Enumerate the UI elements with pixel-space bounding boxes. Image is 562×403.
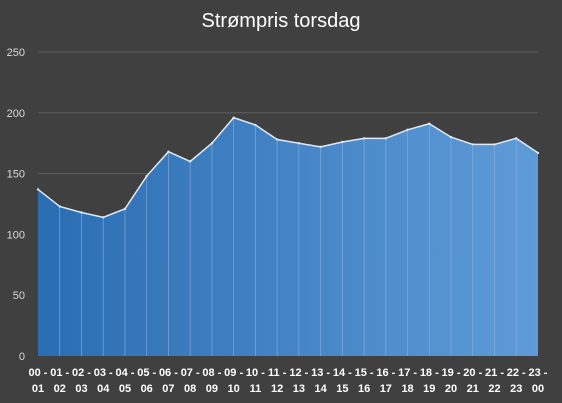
y-axis: 0 50 100 150 200 250	[7, 47, 25, 363]
data-point	[188, 160, 192, 163]
data-point	[58, 205, 61, 208]
data-point	[254, 123, 257, 127]
x-tick-label: 22 -23	[507, 367, 526, 395]
data-point	[145, 174, 148, 178]
x-tick-label: 19 -20	[442, 367, 461, 395]
data-point	[362, 137, 366, 140]
x-tick-label: 00 -01	[29, 367, 48, 395]
data-point	[515, 137, 518, 140]
y-tick-label: 0	[19, 351, 25, 363]
data-point	[493, 143, 496, 146]
data-point	[428, 122, 431, 125]
x-tick-label: 04 -05	[115, 367, 134, 395]
x-tick-label: 07 -08	[181, 367, 200, 395]
data-point	[297, 142, 301, 145]
x-tick-label: 01 -02	[50, 367, 69, 395]
x-tick-label: 20 -21	[463, 367, 482, 395]
x-tick-label: 03 -04	[94, 367, 113, 395]
series-line	[37, 116, 539, 219]
data-point	[319, 145, 322, 149]
data-point	[123, 207, 127, 211]
y-tick-label: 50	[13, 290, 25, 302]
data-point	[536, 151, 540, 155]
x-tick-label: 16 -17	[376, 367, 395, 395]
y-tick-label: 150	[7, 169, 25, 181]
y-tick-label: 100	[7, 229, 25, 241]
data-point	[210, 142, 214, 145]
data-point	[471, 143, 474, 146]
data-point	[406, 128, 409, 132]
x-tick-label: 02 -03	[72, 367, 91, 395]
data-point	[275, 138, 279, 141]
data-point	[384, 137, 388, 140]
data-point	[102, 216, 105, 219]
x-tick-label: 10 -11	[246, 367, 265, 395]
data-point	[449, 135, 453, 139]
chart-title: Strømpris torsdag	[201, 10, 361, 32]
x-tick-label: 11 -12	[268, 367, 287, 395]
x-tick-label: 23 -00	[529, 367, 548, 395]
x-tick-label: 09 -10	[224, 367, 243, 395]
data-point	[36, 188, 40, 191]
x-tick-label: 06 -07	[159, 367, 178, 395]
data-point	[80, 211, 83, 214]
x-tick-label: 13 -14	[311, 367, 330, 395]
series-area-fill	[38, 117, 538, 356]
x-tick-label: 08 -09	[202, 367, 221, 395]
x-tick-label: 18 -19	[420, 367, 439, 395]
x-tick-label: 15 -16	[355, 367, 374, 395]
x-tick-label: 12 -13	[289, 367, 308, 395]
x-tick-label: 21 -22	[485, 367, 504, 395]
y-tick-label: 200	[7, 108, 25, 120]
data-point	[232, 116, 235, 119]
data-point	[167, 150, 170, 153]
y-tick-label: 250	[7, 47, 25, 59]
x-tick-label: 14 -15	[333, 367, 352, 395]
x-tick-label: 17 -18	[398, 367, 417, 395]
data-point	[341, 140, 344, 144]
series-area	[36, 116, 540, 356]
x-tick-label: 05 -06	[137, 367, 156, 395]
